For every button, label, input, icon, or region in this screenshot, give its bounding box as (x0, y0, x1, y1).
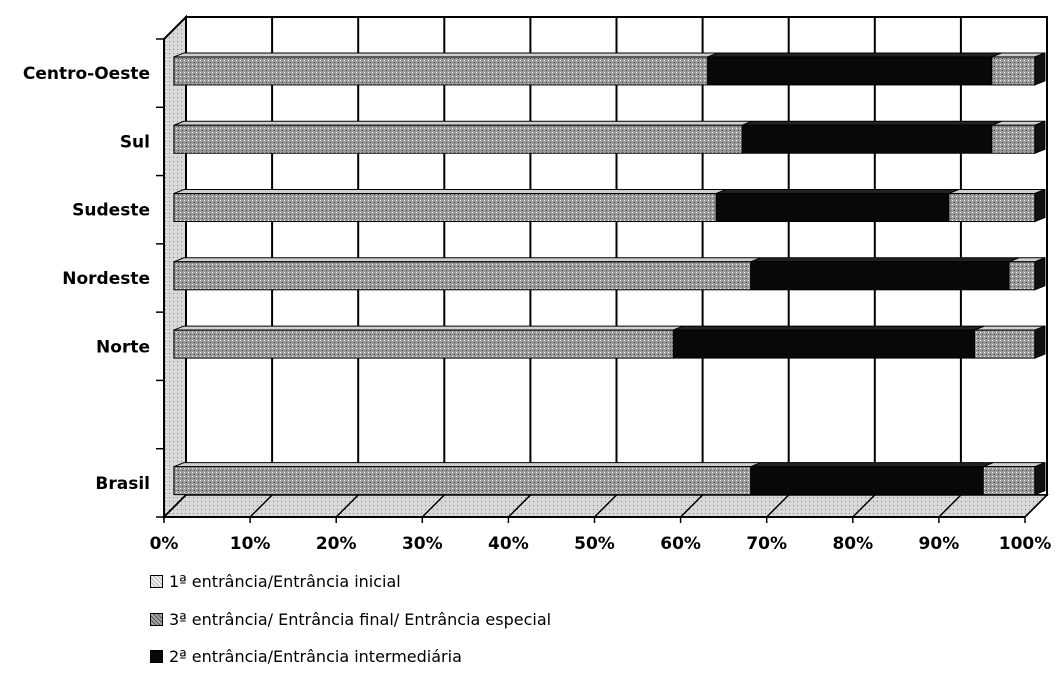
x-tick-label: 80% (832, 534, 873, 554)
bar-end-face (1034, 52, 1046, 86)
category-label: Sul (120, 132, 150, 152)
bar-end-face (1034, 325, 1046, 359)
floor-gridline (249, 494, 273, 518)
bar-segment-top (707, 52, 1003, 58)
bar-segment-top (974, 325, 1046, 331)
bar-segment (707, 56, 993, 86)
bar-segment (991, 124, 1036, 154)
floor-gridline (852, 494, 876, 518)
floor-gridline (766, 494, 790, 518)
bar-segment (173, 124, 743, 154)
category-label: Norte (96, 337, 150, 357)
floor-gridline (593, 494, 618, 518)
bar-segment (173, 56, 709, 86)
x-tick-label: 70% (746, 534, 787, 554)
bar-segment-top (173, 462, 761, 468)
x-tick-label: 30% (402, 534, 443, 554)
category-label: Brasil (95, 474, 150, 494)
category-label: Sudeste (72, 201, 150, 221)
legend-swatch (150, 650, 163, 663)
bar-segment-top (750, 257, 1020, 263)
category-label: Centro-Oeste (23, 64, 150, 84)
bar-segment-top (173, 325, 684, 331)
legend-swatch (150, 575, 163, 588)
x-tick-label: 90% (919, 534, 960, 554)
bar-segment (982, 466, 1036, 496)
legend-swatch (150, 613, 163, 626)
bar-segment (750, 261, 1010, 291)
bar-segment (750, 466, 984, 496)
floor-gridline (163, 494, 187, 518)
floor-gridline (507, 494, 531, 518)
bar-end-face (1034, 461, 1046, 496)
bar-end-face (1034, 257, 1046, 291)
bar-segment-top (173, 52, 718, 58)
bar-segment-top (716, 189, 959, 195)
bar-segment (672, 329, 976, 359)
bar-segment-top (750, 462, 994, 468)
bar-segment-top (741, 120, 1003, 126)
bar-segment-top (948, 189, 1046, 195)
x-tick-label: 10% (230, 534, 271, 554)
x-tick-label: 60% (660, 534, 701, 554)
bar-segment-top (173, 120, 753, 126)
x-tick-label: 20% (316, 534, 357, 554)
bar-segment-top (173, 189, 727, 195)
category-label: Nordeste (62, 269, 150, 289)
bar-end-face (1034, 188, 1046, 223)
bar-segment (173, 466, 752, 496)
x-tick-label: 0% (150, 534, 179, 554)
bar-segment (974, 329, 1036, 359)
legend-label: 2ª entrância/Entrância intermediária (169, 647, 462, 666)
bar-segment (948, 193, 1036, 223)
bar-segment (173, 329, 674, 359)
plot-area: 0% 10% 20% 30% 40% 50% 60% 70% 80% 90% 100% Brasil N… (23, 14, 1052, 554)
x-tick-label: 50% (574, 534, 615, 554)
floor-gridline (680, 494, 704, 518)
legend-item: 2ª entrância/Entrância intermediária (150, 647, 462, 666)
x-tick-label: 40% (488, 534, 529, 554)
bar-segment-top (673, 325, 985, 331)
floor-gridline (1024, 494, 1048, 518)
x-tick-label: 100% (999, 534, 1052, 554)
legend-label: 3ª entrância/ Entrância final/ Entrância… (169, 610, 552, 629)
legend-item: 1ª entrância/Entrância inicial (150, 572, 401, 591)
legend-label: 1ª entrância/Entrância inicial (169, 572, 401, 591)
bar-segment (1008, 261, 1036, 291)
bar-end-face (1034, 120, 1046, 154)
legend-item: 3ª entrância/ Entrância final/ Entrância… (150, 610, 551, 629)
bar-segment (741, 124, 993, 154)
bar-segment (173, 261, 752, 291)
bar-segment-top (173, 257, 761, 263)
floor-gridline (335, 494, 359, 518)
floor-gridline (421, 494, 445, 518)
floor-gridline (938, 494, 962, 518)
bar-segment (991, 56, 1036, 86)
bar-segment (715, 193, 950, 223)
bar-segment (173, 193, 717, 223)
